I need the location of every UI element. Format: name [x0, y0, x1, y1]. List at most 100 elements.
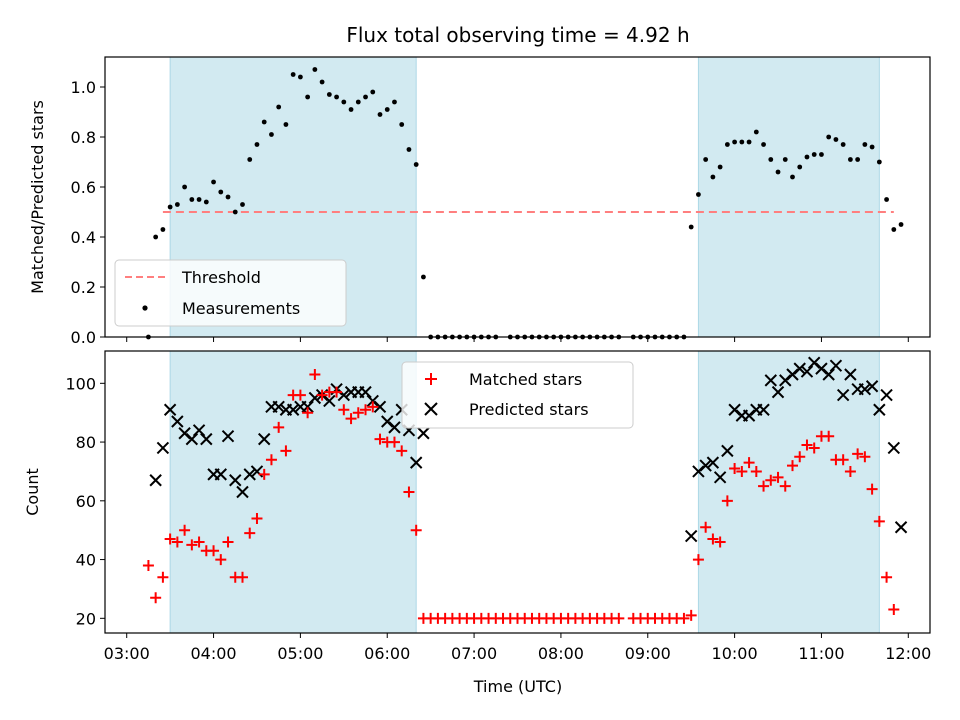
matched-stars-point	[186, 539, 198, 551]
measurement-point	[167, 204, 173, 210]
measurement-point	[392, 99, 397, 105]
matched-stars-point	[410, 524, 422, 536]
x-tick-label: 07:00	[451, 644, 497, 663]
predicted-stars-point	[880, 388, 893, 402]
measurement-point	[869, 144, 875, 150]
measurements-legend-label: Measurements	[182, 299, 300, 318]
matched-stars-point	[280, 445, 292, 457]
x-axis-title: Time (UTC)	[473, 677, 562, 696]
matched-stars-point	[736, 465, 748, 477]
top-shaded-region	[697, 56, 880, 338]
matched-stars-point	[302, 407, 314, 419]
top-y-tick-label: 0.6	[71, 178, 96, 197]
measurement-point	[211, 179, 216, 185]
matched-stars-point	[150, 592, 162, 604]
matched-stars-point	[352, 407, 364, 419]
predicted-stars-legend-label: Predicted stars	[469, 400, 589, 419]
matched-stars-point	[309, 369, 321, 380]
predicted-stars-point	[221, 429, 235, 443]
chart-title: Flux total observing time = 4.92 h	[346, 23, 689, 47]
x-tick-label: 08:00	[538, 644, 584, 663]
measurement-point	[363, 94, 368, 100]
measurement-point	[261, 119, 267, 125]
measurement-point	[399, 122, 405, 127]
x-tick-label: 12:00	[885, 644, 931, 663]
predicted-stars-point	[894, 521, 908, 534]
matched-stars-point	[729, 463, 741, 474]
top-y-tick-label: 1.0	[71, 78, 96, 97]
measurement-point	[804, 154, 810, 160]
bottom-shaded-regions	[169, 350, 880, 634]
predicted-stars-point	[243, 468, 256, 481]
matched-stars-point	[244, 527, 256, 539]
measurement-point	[384, 107, 390, 112]
predicted-stars-point	[822, 368, 835, 381]
measurement-point	[160, 227, 166, 232]
predicted-stars-point	[757, 403, 770, 416]
measurement-point	[775, 169, 781, 175]
measurement-point	[826, 134, 832, 140]
predicted-stars-point	[200, 432, 213, 446]
matched-stars-point	[273, 421, 285, 433]
top-y-tick-label: 0.2	[71, 278, 96, 297]
matched-stars-point	[208, 545, 220, 557]
measurement-point	[413, 162, 419, 167]
matched-stars-point	[852, 448, 864, 460]
measurement-point	[840, 142, 846, 147]
top-legend-box	[114, 259, 347, 327]
bottom-legend-box	[401, 361, 634, 429]
matched-stars-point	[700, 521, 712, 533]
measurement-point	[710, 174, 716, 180]
matched-stars-point	[179, 524, 191, 536]
predicted-stars-point	[258, 432, 271, 446]
x-tick-label: 11:00	[798, 644, 844, 663]
measurement-point	[312, 67, 318, 72]
matched-stars-point	[801, 439, 813, 451]
predicted-stars-point	[721, 444, 734, 458]
matched-stars-point	[692, 554, 704, 566]
matched-stars-point	[265, 454, 277, 466]
top-shaded-regions	[169, 56, 880, 338]
matched-stars-point	[237, 571, 248, 583]
bottom-shaded-region	[697, 350, 880, 634]
matched-stars-point	[678, 612, 690, 624]
predicted-stars-point	[272, 400, 285, 414]
bottom-y-tick-label: 40	[76, 551, 96, 570]
top-plot-frame	[104, 56, 931, 338]
measurement-point	[305, 94, 311, 100]
matched-stars-point	[787, 460, 798, 472]
measurement-point	[753, 129, 759, 135]
measurement-point	[326, 92, 332, 97]
measurement-point	[240, 202, 245, 207]
predicted-stars-point	[771, 385, 785, 399]
measurement-point	[334, 94, 339, 100]
matched-stars-point	[388, 436, 400, 448]
measurement-point	[421, 274, 426, 280]
bottom-y-ticks: 20 40 60 80 100	[65, 374, 105, 628]
measurement-point	[703, 157, 709, 162]
matched-stars-point	[721, 495, 733, 507]
measurement-point	[884, 197, 889, 202]
measurement-point	[269, 132, 274, 137]
matched-stars-legend-label: Matched stars	[469, 370, 582, 389]
measurement-point	[348, 107, 354, 112]
matched-stars-point	[866, 483, 878, 495]
matched-stars-point	[881, 571, 893, 583]
matched-stars-point	[743, 457, 755, 469]
predicted-stars-point	[171, 415, 184, 428]
matched-stars-point	[215, 554, 227, 566]
matched-stars-point	[251, 512, 263, 524]
panel-bottom: 20 40 60 80 100 03:00 04:00 05:00 06:00 07:00 08:…	[23, 350, 931, 696]
matched-stars-point	[873, 515, 885, 527]
top-y-axis-title: Matched/Predicted stars	[28, 100, 47, 294]
bottom-y-tick-label: 20	[76, 609, 96, 628]
measurements-legend-marker	[142, 305, 148, 311]
matched-stars-point	[714, 536, 726, 548]
measurement-point	[724, 142, 730, 147]
matched-stars-point	[808, 442, 820, 454]
predicted-stars-point	[373, 400, 387, 414]
matched-stars-point	[331, 386, 343, 398]
predicted-stars-point	[301, 400, 314, 414]
predicted-stars-point	[417, 427, 430, 440]
